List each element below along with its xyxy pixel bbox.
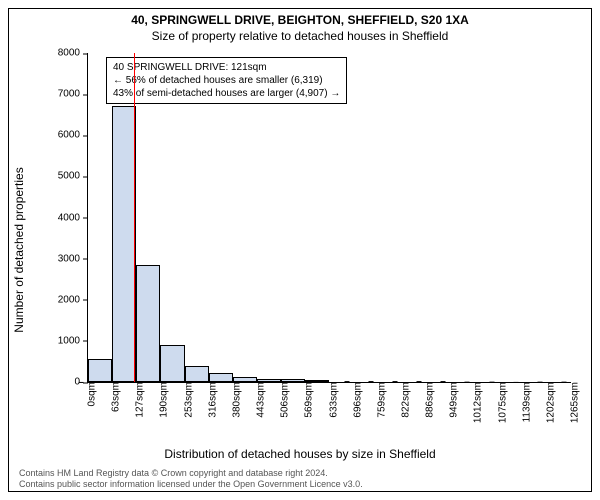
x-tick: 1202sqm [537,382,556,423]
x-tick: 1075sqm [489,382,508,423]
chart-title-main: 40, SPRINGWELL DRIVE, BEIGHTON, SHEFFIEL… [9,13,591,27]
footer-line-1: Contains HM Land Registry data © Crown c… [19,468,363,478]
x-tick: 0sqm [79,382,98,406]
y-tick: 3000 [58,253,88,264]
property-marker-line [134,53,135,382]
histogram-bar [136,265,160,382]
histogram-bar [305,380,329,382]
x-axis-label: Distribution of detached houses by size … [164,447,435,461]
x-tick: 506sqm [272,382,291,418]
y-tick: 7000 [58,89,88,100]
annotation-line-2: ← 56% of detached houses are smaller (6,… [113,74,340,87]
x-tick: 190sqm [151,382,170,418]
y-tick: 5000 [58,171,88,182]
y-tick: 4000 [58,212,88,223]
x-tick: 380sqm [223,382,242,418]
x-tick: 886sqm [417,382,436,418]
x-tick: 253sqm [175,382,194,418]
y-tick: 2000 [58,294,88,305]
x-tick: 949sqm [441,382,460,418]
histogram-bar [88,359,112,382]
plot-area: 40 SPRINGWELL DRIVE: 121sqm ← 56% of det… [87,53,571,383]
histogram-bar [209,373,233,382]
chart-frame: 40, SPRINGWELL DRIVE, BEIGHTON, SHEFFIEL… [8,8,592,492]
x-tick: 1012sqm [465,382,484,423]
footer-line-2: Contains public sector information licen… [19,479,363,489]
histogram-bar [281,379,305,382]
x-tick: 127sqm [127,382,146,418]
footer-attribution: Contains HM Land Registry data © Crown c… [19,468,363,489]
chart-title-sub: Size of property relative to detached ho… [9,29,591,43]
x-tick: 1139sqm [513,382,532,422]
y-axis-label: Number of detached properties [12,167,26,332]
histogram-bar [233,377,257,382]
y-tick: 8000 [58,48,88,59]
x-tick: 633sqm [320,382,339,418]
histogram-bar [185,366,209,382]
x-tick: 822sqm [392,382,411,418]
x-tick: 316sqm [199,382,218,418]
y-tick: 1000 [58,335,88,346]
x-tick: 696sqm [344,382,363,418]
annotation-line-1: 40 SPRINGWELL DRIVE: 121sqm [113,61,340,74]
y-tick: 6000 [58,130,88,141]
x-tick: 759sqm [368,382,387,418]
histogram-bar [160,345,184,382]
x-tick: 63sqm [103,382,122,412]
x-tick: 443sqm [248,382,267,418]
annotation-box: 40 SPRINGWELL DRIVE: 121sqm ← 56% of det… [106,57,347,104]
histogram-bar [257,379,281,382]
x-tick: 569sqm [296,382,315,418]
histogram-bar [112,106,136,382]
x-tick: 1265sqm [562,382,581,423]
annotation-line-3: 43% of semi-detached houses are larger (… [113,87,340,100]
